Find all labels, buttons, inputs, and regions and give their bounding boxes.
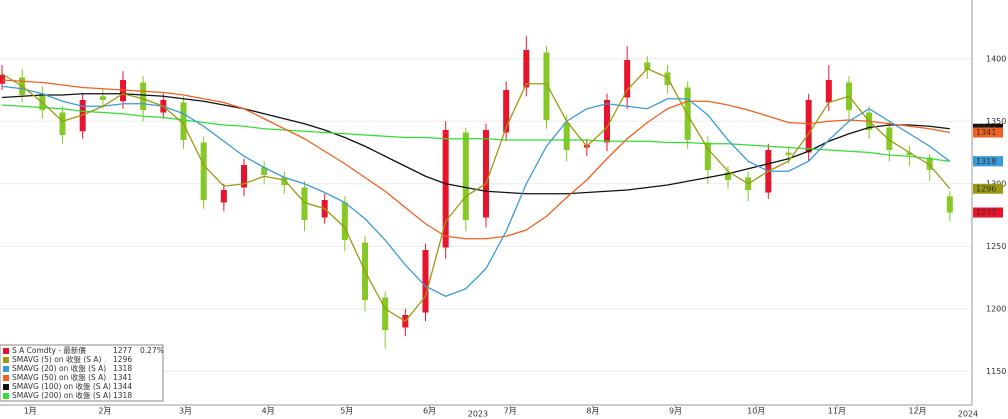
candle-body: [523, 50, 530, 88]
last-value-label: 1318: [976, 157, 996, 166]
x-tick-label: 1月: [24, 407, 37, 416]
candle-body: [241, 165, 248, 188]
legend-swatch: [3, 366, 9, 372]
legend: S A Comdty - 最新價 1277 SMAVG (5) on 收盤 (S A…: [0, 344, 164, 402]
legend-change: 0.27%: [140, 346, 164, 355]
candle-body: [483, 130, 489, 218]
candle-body: [704, 142, 711, 170]
candle-body: [946, 196, 953, 213]
candle-body: [180, 102, 187, 140]
legend-swatch: [3, 348, 9, 354]
candle-body: [543, 52, 550, 120]
candle-body: [261, 167, 268, 175]
year-label: 2024: [958, 410, 978, 419]
candle-body: [503, 90, 510, 133]
legend-label: SMAVG (100) on 收盤 (S A): [12, 381, 111, 391]
last-value-label: 1277: [976, 208, 996, 217]
candle-body: [785, 152, 792, 155]
candle-body: [301, 187, 308, 220]
x-tick-label: 2月: [98, 407, 111, 416]
last-value-badge: [973, 207, 1003, 218]
legend-value: 1344: [113, 382, 132, 391]
candle-body: [624, 60, 631, 98]
candle-body: [140, 82, 147, 110]
y-tick-label: 1250: [986, 242, 1006, 251]
moving-average-line: [1, 79, 950, 240]
candle-body: [382, 297, 389, 330]
last-value-label: 1296: [976, 184, 996, 193]
candle-body: [281, 177, 288, 185]
legend-value: 1318: [113, 364, 132, 373]
legend-swatch: [3, 393, 9, 399]
candle-body: [805, 100, 812, 153]
candle-body: [200, 142, 207, 200]
candle-body: [0, 75, 6, 84]
candle-body: [644, 62, 651, 70]
candle-body: [422, 250, 429, 313]
legend-swatch: [3, 384, 9, 390]
last-value-badge: [973, 183, 1003, 194]
y-tick-label: 1200: [986, 304, 1006, 313]
candle-body: [724, 172, 731, 180]
x-tick-label: 9月: [669, 407, 682, 416]
candle-body: [886, 127, 893, 150]
x-tick-label: 8月: [586, 407, 599, 416]
legend-value: 1277: [113, 346, 132, 355]
candle-body: [603, 100, 610, 143]
x-tick-label: 7月: [504, 407, 517, 416]
legend-value: 1341: [113, 373, 132, 382]
y-tick-label: 1350: [986, 117, 1006, 126]
x-tick-label: 4月: [262, 407, 275, 416]
x-tick-label: 12月: [908, 407, 926, 416]
candle-body: [99, 96, 106, 100]
legend-label: S A Comdty - 最新價: [12, 345, 86, 355]
x-tick-label: 5月: [340, 407, 353, 416]
x-tick-label: 3月: [179, 407, 192, 416]
candle-body: [220, 190, 227, 203]
legend-label: SMAVG (200) on 收盤 (S A): [12, 390, 111, 400]
moving-average-line: [1, 85, 951, 297]
x-tick-label: 11月: [828, 407, 846, 416]
x-tick-label: 10月: [747, 407, 765, 416]
moving-average-line: [1, 67, 951, 323]
y-tick-label: 1400: [986, 54, 1006, 63]
moving-average-line: [1, 104, 950, 162]
last-value-badge: [973, 127, 1003, 138]
candle-body: [59, 112, 66, 135]
legend-value: 1318: [113, 391, 132, 400]
y-tick-label: 1150: [986, 367, 1006, 376]
legend-box: [0, 344, 164, 402]
candle-body: [563, 122, 570, 150]
candle-body: [906, 152, 913, 155]
legend-label: SMAVG (5) on 收盤 (S A): [12, 354, 102, 364]
legend-label: SMAVG (20) on 收盤 (S A): [12, 363, 106, 373]
last-value-badge: [973, 156, 1003, 167]
legend-label: SMAVG (50) on 收盤 (S A): [12, 372, 106, 382]
candle-body: [825, 80, 832, 103]
legend-swatch: [3, 357, 9, 363]
legend-swatch: [3, 375, 9, 381]
candle-body: [442, 130, 449, 248]
legend-value: 1296: [113, 355, 132, 364]
candle-body: [926, 157, 933, 170]
candle-body: [462, 132, 469, 220]
year-label: 2023: [468, 410, 488, 419]
candle-body: [341, 202, 348, 240]
x-tick-label: 6月: [423, 407, 436, 416]
last-value-label: 1341: [976, 128, 996, 137]
